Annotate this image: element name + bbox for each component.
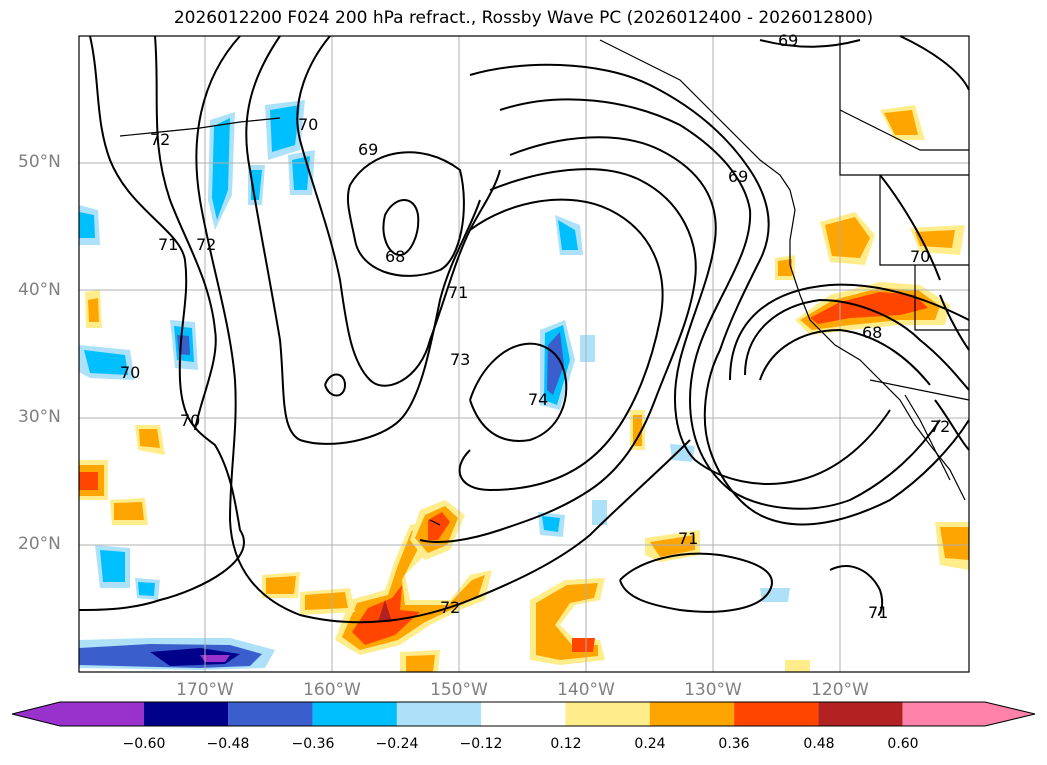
colorbar-cell — [649, 702, 735, 726]
lon-label: 140°W — [557, 680, 615, 700]
colorbar-cell — [481, 702, 566, 726]
contour-label: 70 — [298, 115, 318, 134]
contour-label-group: 72 70 69 71 72 68 71 73 74 69 70 68 72 7… — [120, 31, 950, 622]
colorbar-cell — [565, 702, 650, 726]
colorbar-tick-label: −0.24 — [375, 736, 419, 752]
contour-label: 71 — [158, 235, 178, 254]
colorbar-tick-label: −0.12 — [459, 736, 503, 752]
lon-label: 120°W — [811, 680, 869, 700]
contour-label: 68 — [862, 323, 882, 342]
contour-label: 73 — [450, 350, 470, 369]
contour-label: 71 — [868, 603, 888, 622]
lon-label: 170°W — [176, 680, 234, 700]
colorbar-tick-label: −0.36 — [291, 736, 335, 752]
contour-label: 70 — [120, 363, 140, 382]
contour-label: 74 — [528, 390, 548, 409]
colorbar-cell — [228, 702, 313, 726]
map-frame — [78, 35, 970, 673]
contour-label: 71 — [448, 283, 468, 302]
colorbar-cell — [396, 702, 482, 726]
contour-label: 71 — [678, 529, 698, 548]
contour-label: 70 — [180, 411, 200, 430]
contour-label: 69 — [358, 140, 378, 159]
map-figure: 72 70 69 71 72 68 71 73 74 69 70 68 72 7… — [78, 31, 970, 673]
colorbar-extend-left — [12, 702, 60, 726]
lat-label: 50°N — [18, 152, 61, 172]
colorbar-outline — [11, 701, 1036, 727]
lon-label: 150°W — [430, 680, 488, 700]
colorbar-tick-label: −0.60 — [122, 736, 166, 752]
lat-label: 30°N — [18, 407, 61, 427]
contour-label: 69 — [778, 31, 798, 50]
colorbar-cell — [818, 702, 903, 726]
lon-label: 160°W — [303, 680, 361, 700]
colorbar-cell — [312, 702, 397, 726]
contour-label: 72 — [440, 598, 460, 617]
colorbar-cell — [902, 702, 985, 726]
colorbar-tick-label: 0.60 — [887, 736, 919, 752]
colorbar-tick-label: 0.36 — [718, 736, 750, 752]
contour-label: 69 — [728, 167, 748, 186]
lat-label: 20°N — [18, 534, 61, 554]
shading-layer — [79, 100, 969, 672]
colorbar — [11, 701, 1036, 727]
coastlines — [119, 36, 970, 526]
colorbar-cell — [60, 702, 144, 726]
contour-label: 70 — [910, 247, 930, 266]
colorbar-extend-right — [985, 702, 1035, 726]
colorbar-tick-label: −0.48 — [206, 736, 250, 752]
lat-label: 40°N — [18, 280, 61, 300]
map-title: 2026012200 F024 200 hPa refract., Rossby… — [173, 8, 874, 28]
contour-label: 68 — [385, 247, 405, 266]
colorbar-tick-label: 0.48 — [803, 736, 835, 752]
colorbar-tick-label: 0.24 — [634, 736, 666, 752]
graticule — [79, 36, 969, 672]
colorbar-cell — [734, 702, 819, 726]
colorbar-cell — [144, 702, 229, 726]
contour-label: 72 — [150, 130, 170, 149]
contour-label: 72 — [930, 417, 950, 436]
lon-label: 130°W — [684, 680, 742, 700]
colorbar-tick-label: 0.12 — [550, 736, 582, 752]
contour-label: 72 — [196, 235, 216, 254]
contour-lines — [78, 35, 970, 624]
